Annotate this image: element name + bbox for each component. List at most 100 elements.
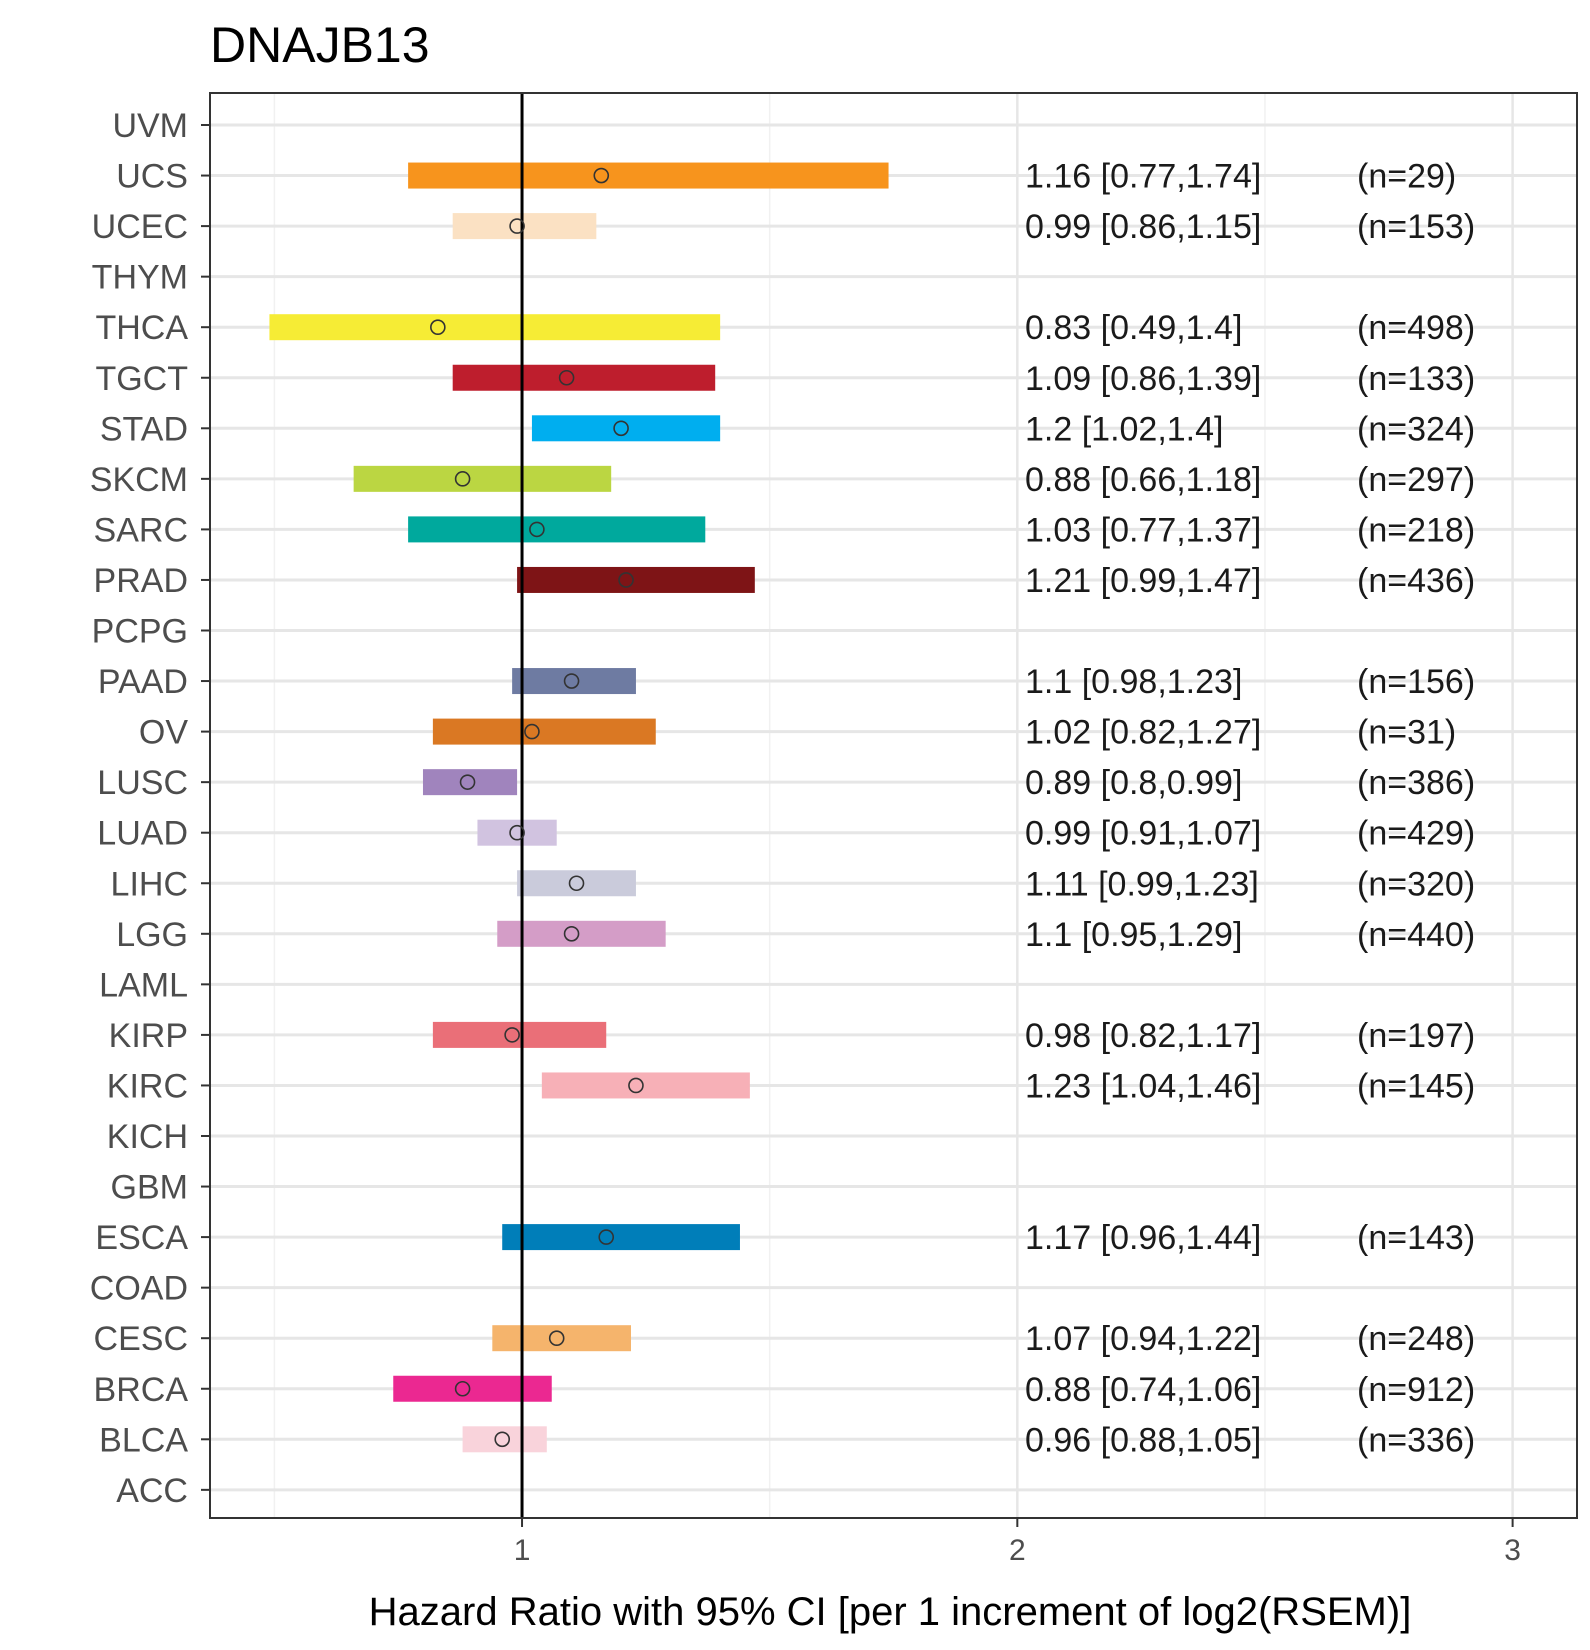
sample-size-label-thca: (n=498)	[1357, 309, 1475, 347]
ci-bar-lusc	[422, 769, 518, 796]
sample-size-label-skcm: (n=297)	[1357, 461, 1475, 499]
ci-bar-prad	[517, 566, 755, 593]
hr-ci-label-sarc: 1.03 [0.77,1.37]	[1025, 511, 1261, 549]
sample-size-label-kirc: (n=145)	[1357, 1067, 1475, 1105]
y-tick-label-tgct: TGCT	[95, 360, 188, 398]
chart-title: DNAJB13	[210, 17, 430, 73]
y-tick-label-ucec: UCEC	[92, 208, 188, 246]
hr-ci-label-tgct: 1.09 [0.86,1.39]	[1025, 360, 1261, 398]
hr-point-sarc	[529, 521, 545, 538]
hr-ci-label-prad: 1.21 [0.99,1.47]	[1025, 562, 1261, 600]
ci-bar-ov	[432, 718, 656, 745]
hr-ci-label-thca: 0.83 [0.49,1.4]	[1025, 309, 1242, 347]
bar-layer	[269, 162, 889, 1453]
ci-bar-esca	[502, 1224, 740, 1251]
hr-point-lgg	[563, 925, 580, 942]
y-tick-label-gbm: GBM	[111, 1169, 188, 1207]
hr-ci-label-paad: 1.1 [0.98,1.23]	[1025, 663, 1242, 701]
hr-ci-label-luad: 0.99 [0.91,1.07]	[1025, 815, 1261, 853]
hr-point-blca	[494, 1431, 511, 1448]
sample-size-label-sarc: (n=218)	[1357, 511, 1475, 549]
axis-layer: UVM UCS UCEC THYM THCA TGCT STAD SKCM SARC PRAD PC…	[90, 107, 1521, 1567]
ci-bar-kirc	[541, 1072, 750, 1099]
annotation-layer: 1.16 [0.77,1.74] (n=29) 0.99 [0.86,1.15] (n…	[1025, 158, 1475, 1460]
y-tick-label-skcm: SKCM	[90, 461, 188, 499]
y-tick-label-kirp: KIRP	[109, 1017, 188, 1055]
sample-size-label-lihc: (n=320)	[1357, 865, 1475, 903]
y-tick-label-acc: ACC	[116, 1472, 188, 1510]
hr-ci-label-ucs: 1.16 [0.77,1.74]	[1025, 158, 1261, 196]
y-tick-label-thym: THYM	[92, 259, 188, 297]
y-tick-label-lgg: LGG	[116, 916, 188, 954]
hr-point-stad	[613, 420, 629, 437]
y-tick-label-sarc: SARC	[94, 511, 188, 549]
hr-point-skcm	[454, 471, 471, 487]
hr-ci-label-lihc: 1.11 [0.99,1.23]	[1025, 865, 1259, 903]
hr-ci-label-brca: 0.88 [0.74,1.06]	[1025, 1371, 1261, 1409]
sample-size-label-ucs: (n=29)	[1357, 158, 1456, 196]
sample-size-label-brca: (n=912)	[1357, 1371, 1475, 1409]
hr-point-cesc	[548, 1330, 565, 1346]
sample-size-label-kirp: (n=197)	[1357, 1017, 1475, 1055]
hr-ci-label-lusc: 0.89 [0.8,0.99]	[1025, 764, 1242, 802]
point-layer	[430, 167, 644, 1448]
ci-bar-lgg	[497, 920, 666, 947]
sample-size-label-cesc: (n=248)	[1357, 1320, 1475, 1358]
x-tick-label-3: 3	[1504, 1534, 1521, 1567]
y-tick-label-stad: STAD	[100, 410, 188, 448]
ci-bar-brca	[393, 1375, 552, 1402]
sample-size-label-stad: (n=324)	[1357, 410, 1475, 448]
sample-size-label-esca: (n=143)	[1357, 1219, 1475, 1257]
hr-point-esca	[598, 1229, 615, 1245]
x-tick-label-2: 2	[1009, 1534, 1026, 1567]
hr-point-paad	[563, 673, 580, 689]
sample-size-label-blca: (n=336)	[1357, 1421, 1475, 1459]
hr-ci-label-ov: 1.02 [0.82,1.27]	[1025, 714, 1261, 752]
y-tick-label-coad: COAD	[90, 1270, 188, 1308]
hr-point-kirp	[504, 1027, 520, 1043]
x-tick-label-1: 1	[514, 1534, 531, 1567]
hr-point-luad	[509, 824, 525, 841]
hr-ci-label-kirp: 0.98 [0.82,1.17]	[1025, 1017, 1261, 1055]
panel-border	[209, 92, 1578, 1519]
y-tick-label-laml: LAML	[99, 966, 188, 1004]
ci-bar-thca	[269, 314, 721, 341]
ci-bar-ucs	[408, 162, 889, 189]
sample-size-label-tgct: (n=133)	[1357, 360, 1475, 398]
ci-bar-tgct	[452, 364, 716, 391]
hr-ci-label-esca: 1.17 [0.96,1.44]	[1025, 1219, 1261, 1257]
hr-ci-label-stad: 1.2 [1.02,1.4]	[1025, 410, 1224, 448]
ci-bar-sarc	[408, 516, 706, 543]
x-axis-title: Hazard Ratio with 95% CI [per 1 incremen…	[369, 1590, 1412, 1634]
hr-point-ov	[524, 723, 540, 740]
y-tick-label-thca: THCA	[95, 309, 188, 347]
ci-bar-blca	[462, 1426, 547, 1453]
ci-bar-cesc	[492, 1325, 631, 1352]
y-tick-label-uvm: UVM	[112, 107, 188, 145]
y-tick-label-brca: BRCA	[94, 1371, 189, 1409]
ci-bar-luad	[477, 819, 557, 846]
y-tick-label-ucs: UCS	[116, 158, 188, 196]
y-tick-label-kich: KICH	[107, 1118, 188, 1156]
grid-layer	[210, 93, 1577, 1518]
y-tick-label-lusc: LUSC	[97, 764, 188, 802]
y-tick-label-kirc: KIRC	[107, 1067, 188, 1105]
hr-ci-label-blca: 0.96 [0.88,1.05]	[1025, 1421, 1261, 1459]
sample-size-label-ucec: (n=153)	[1357, 208, 1475, 246]
hr-ci-label-ucec: 0.99 [0.86,1.15]	[1025, 208, 1261, 246]
sample-size-label-ov: (n=31)	[1357, 714, 1456, 752]
y-tick-label-esca: ESCA	[95, 1219, 188, 1257]
ci-bar-paad	[512, 668, 636, 695]
hr-point-ucs	[593, 167, 610, 184]
y-tick-label-lihc: LIHC	[111, 865, 188, 903]
hr-ci-label-skcm: 0.88 [0.66,1.18]	[1025, 461, 1261, 499]
ci-bar-skcm	[353, 465, 612, 492]
hr-point-kirc	[628, 1077, 644, 1094]
y-tick-label-pcpg: PCPG	[92, 613, 188, 651]
sample-size-label-lusc: (n=386)	[1357, 764, 1475, 802]
hr-ci-label-lgg: 1.1 [0.95,1.29]	[1025, 916, 1242, 954]
y-tick-label-luad: LUAD	[97, 815, 188, 853]
hr-point-lihc	[568, 875, 585, 892]
hr-point-lusc	[459, 774, 476, 790]
